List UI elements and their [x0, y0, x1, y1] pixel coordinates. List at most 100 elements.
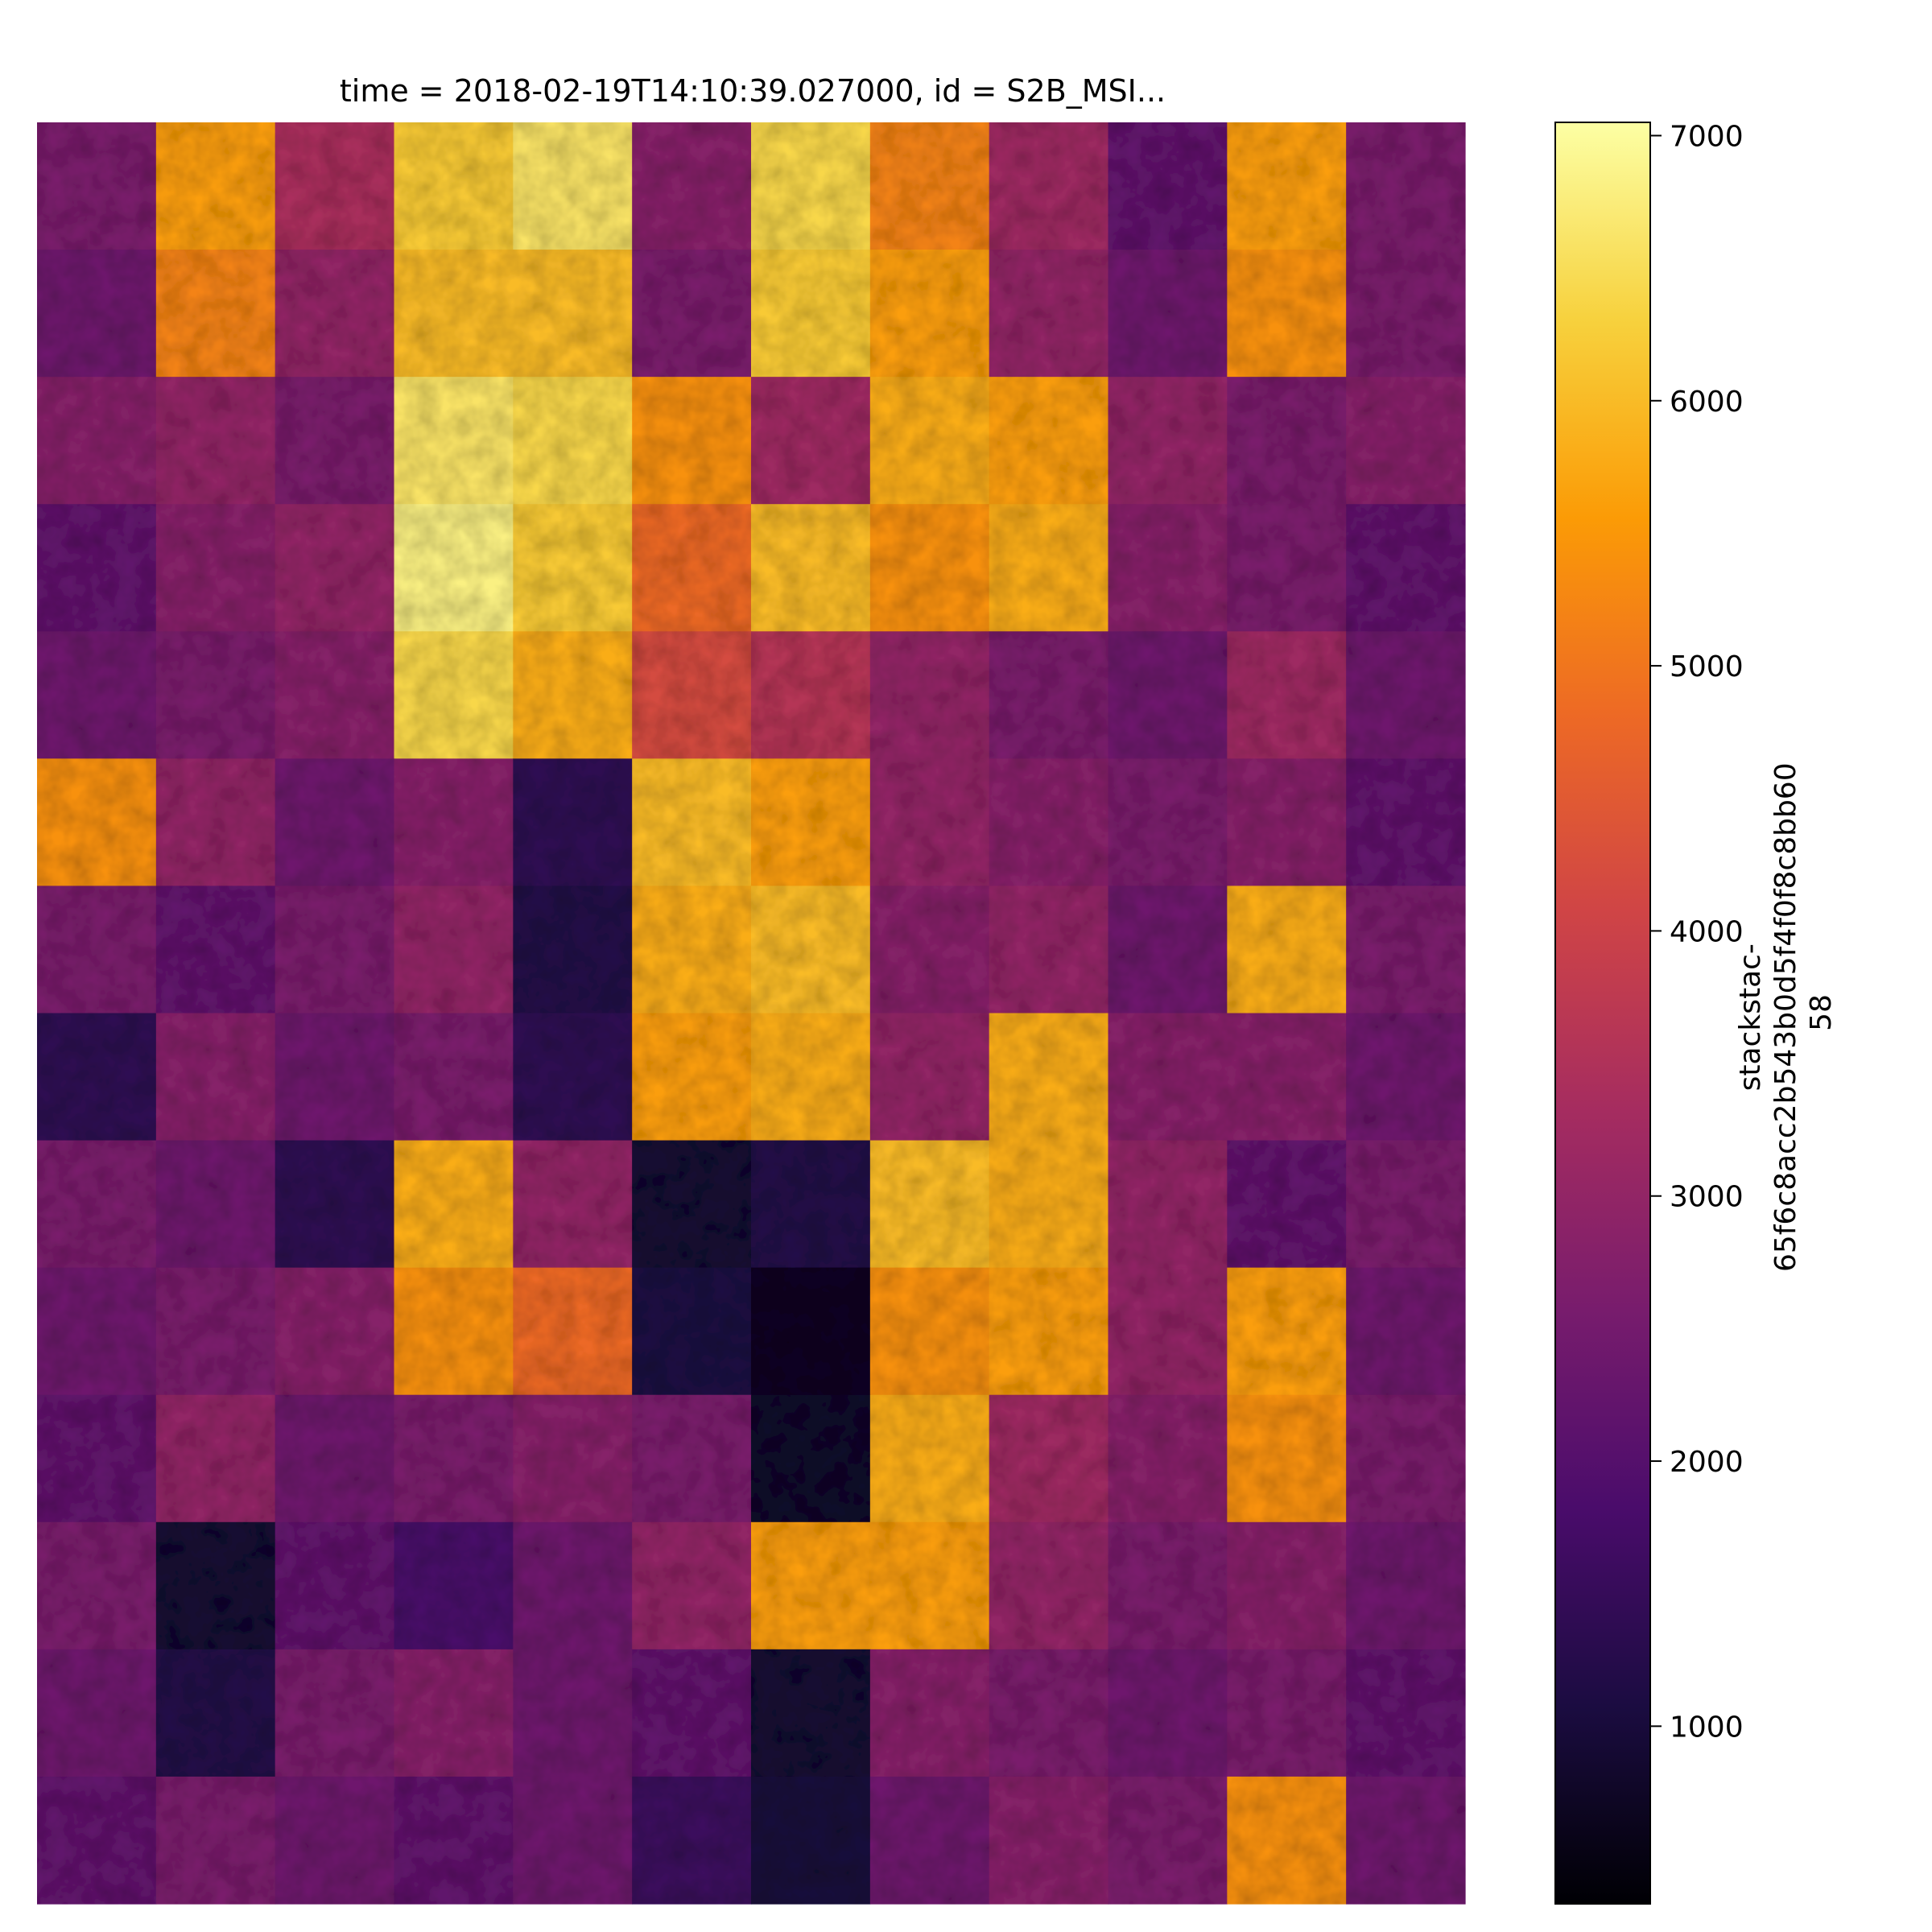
heatmap-cell: [751, 758, 871, 887]
heatmap-cell: [869, 1140, 990, 1269]
heatmap-cell: [632, 1267, 752, 1396]
heatmap-cell: [1227, 1776, 1347, 1905]
heatmap-cell: [513, 1394, 633, 1523]
colorbar-label-line-3: 58: [1805, 994, 1838, 1031]
heatmap-cell: [513, 758, 633, 887]
heatmap-cell: [155, 1649, 276, 1777]
heatmap-cell: [513, 886, 633, 1014]
heatmap-cell: [1346, 631, 1466, 759]
heatmap-cell: [37, 1013, 157, 1141]
heatmap-cell: [513, 631, 633, 759]
heatmap-cell: [632, 504, 752, 632]
heatmap-cell: [1108, 1013, 1228, 1141]
heatmap-cell: [1108, 377, 1228, 505]
heatmap-cell: [1227, 1521, 1347, 1650]
colorbar: 1000 2000 3000 4000 5000 6000 7000 stackstac- …: [1554, 120, 1838, 1905]
heatmap-cell: [155, 631, 276, 759]
heatmap-cell: [1346, 886, 1466, 1014]
heatmap-cell: [869, 1013, 990, 1141]
heatmap-cell: [1108, 1521, 1228, 1650]
heatmap-cell: [37, 886, 157, 1014]
heatmap-cell: [632, 1776, 752, 1905]
heatmap-cell: [394, 1140, 514, 1269]
heatmap-cell: [989, 504, 1109, 632]
heatmap-cell: [513, 1013, 633, 1141]
heatmap-cell: [989, 758, 1109, 887]
heatmap-cell: [632, 631, 752, 759]
heatmap-cell: [1227, 758, 1347, 887]
colorbar-fill: [1555, 122, 1650, 1904]
heatmap-cell: [751, 1013, 871, 1141]
heatmap-cell: [869, 504, 990, 632]
heatmap-cell: [275, 1776, 395, 1905]
heatmap-cell: [513, 1649, 633, 1777]
heatmap-cell: [751, 1267, 871, 1396]
heatmap-cell: [989, 886, 1109, 1014]
heatmap-cell: [1346, 122, 1466, 250]
heatmap-cell: [37, 1776, 157, 1905]
heatmap-cell: [1108, 122, 1228, 250]
heatmap-cell: [1346, 1013, 1466, 1141]
heatmap-cell: [751, 1140, 871, 1269]
heatmap-cell: [989, 1267, 1109, 1396]
heatmap-cell: [155, 758, 276, 887]
heatmap-cell: [1227, 1267, 1347, 1396]
heatmap-cell: [155, 1776, 276, 1905]
heatmap-cell: [1227, 886, 1347, 1014]
heatmap-cell: [155, 886, 276, 1014]
heatmap-cell: [275, 1394, 395, 1523]
heatmap-cell: [155, 1140, 276, 1269]
heatmap-cell: [155, 122, 276, 250]
heatmap-cell: [1346, 1521, 1466, 1650]
heatmap-cell: [394, 122, 514, 250]
heatmap-cell: [1108, 1267, 1228, 1396]
heatmap-cell: [275, 886, 395, 1014]
heatmap-cell: [1108, 631, 1228, 759]
heatmap-cell: [751, 1394, 871, 1523]
heatmap-cell: [1108, 1776, 1228, 1905]
heatmap-cell: [155, 250, 276, 378]
heatmap-cell: [1346, 250, 1466, 378]
heatmap-cell: [1346, 1776, 1466, 1905]
colorbar-label: stackstac- 65f6c8acc2b543b0d5f4f0f8c8bb6…: [1734, 753, 1838, 1272]
heatmap-cell: [989, 1776, 1109, 1905]
heatmap-cell: [275, 1267, 395, 1396]
heatmap-cell: [751, 250, 871, 378]
heatmap-cell: [155, 377, 276, 505]
heatmap-cell: [1108, 250, 1228, 378]
heatmap-cell: [513, 1140, 633, 1269]
heatmap-cell: [751, 631, 871, 759]
heatmap-cell: [155, 504, 276, 632]
heatmap-cell: [275, 1521, 395, 1650]
heatmap-cell: [37, 1140, 157, 1269]
heatmap-cell: [1227, 504, 1347, 632]
heatmap-cell: [275, 250, 395, 378]
heatmap-cell: [989, 1140, 1109, 1269]
heatmap-cell: [632, 377, 752, 505]
heatmap-cell: [869, 250, 990, 378]
heatmap-cell: [751, 1649, 871, 1777]
heatmap-cell: [632, 1140, 752, 1269]
heatmap-cell: [37, 758, 157, 887]
colorbar-tick-label: 5000: [1670, 650, 1744, 683]
colorbar-tick-label: 2000: [1670, 1446, 1744, 1479]
heatmap-cell: [869, 1649, 990, 1777]
heatmap-cell: [394, 1394, 514, 1523]
heatmap-cell: [751, 504, 871, 632]
heatmap-cell: [989, 1649, 1109, 1777]
heatmap-cell: [513, 122, 633, 250]
heatmap-cell: [1227, 1013, 1347, 1141]
heatmap-cell: [513, 504, 633, 632]
heatmap-cell: [155, 1521, 276, 1650]
heatmap-cell: [989, 631, 1109, 759]
heatmap-cell: [513, 1776, 633, 1905]
heatmap-cell: [513, 377, 633, 505]
heatmap-cell: [751, 377, 871, 505]
heatmap-cell: [1227, 1140, 1347, 1269]
heatmap-cell: [37, 122, 157, 250]
heatmap-cell: [513, 1521, 633, 1650]
colorbar-tick-label: 7000: [1670, 120, 1744, 153]
heatmap-cell: [1346, 1394, 1466, 1523]
heatmap-image: [37, 122, 1466, 1905]
